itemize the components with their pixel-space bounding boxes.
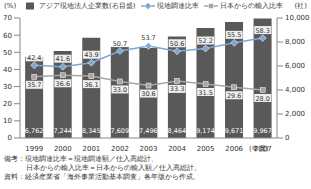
svg-text:42.4: 42.4 [27,54,41,62]
svg-text:2000: 2000 [54,145,72,152]
svg-text:(年度): (年度) [249,145,269,152]
svg-text:70: 70 [8,14,12,22]
svg-text:6,000: 6,000 [285,62,303,70]
svg-text:1999: 1999 [25,145,43,152]
svg-text:2004: 2004 [168,145,186,152]
svg-text:36.6: 36.6 [56,80,70,88]
svg-text:2001: 2001 [82,145,100,152]
svg-text:6,762: 6,762 [25,127,44,135]
svg-text:0: 0 [8,134,12,142]
svg-text:9,671: 9,671 [225,127,244,135]
svg-text:53.7: 53.7 [141,34,155,42]
svg-text:10,000: 10,000 [285,14,303,22]
svg-text:8,000: 8,000 [285,38,303,46]
svg-text:7,496: 7,496 [139,127,158,135]
svg-text:58.3: 58.3 [255,27,269,35]
svg-text:10: 10 [8,117,12,125]
svg-text:0: 0 [285,134,289,142]
html-text:備考：現地調達比率＝現地調達額／仕入高総計、: 備考：現地調達比率＝現地調達額／仕入高総計、 [4,155,158,163]
svg-text:35.7: 35.7 [27,81,41,89]
svg-text:50: 50 [8,49,12,57]
svg-text:2,000: 2,000 [285,110,303,118]
svg-text:7,244: 7,244 [53,127,72,135]
svg-text:43.9: 43.9 [84,51,98,59]
html-text:日本からの輸入比率＝日本からの輸入額／仕入高総計。: 日本からの輸入比率＝日本からの輸入額／仕入高総計。 [26,164,201,172]
html-text:(社): (社) [294,2,307,10]
svg-text:2005: 2005 [197,145,215,152]
svg-text:8,345: 8,345 [82,127,101,135]
svg-text:33.0: 33.0 [113,86,127,94]
svg-text:9,967: 9,967 [253,127,272,135]
svg-text:9,174: 9,174 [196,127,215,135]
svg-text:52.2: 52.2 [198,37,212,45]
svg-text:2006: 2006 [225,145,243,152]
svg-text:36.1: 36.1 [84,81,98,89]
svg-text:50.6: 50.6 [170,40,184,48]
html-text:日本からの輸入比率: 日本からの輸入比率 [219,2,283,10]
svg-text:31.5: 31.5 [198,89,212,97]
svg-text:50.7: 50.7 [113,40,127,48]
svg-text:30: 30 [8,83,12,91]
svg-text:55.5: 55.5 [227,31,241,39]
svg-text:2002: 2002 [111,145,129,152]
svg-text:2003: 2003 [140,145,158,152]
svg-text:7,609: 7,609 [111,127,130,135]
html-text:アジア現地法人企業数(右目盛): アジア現地法人企業数(右目盛) [39,2,136,10]
svg-text:4,000: 4,000 [285,86,303,94]
svg-text:40: 40 [8,66,12,74]
svg-text:41.6: 41.6 [56,55,70,63]
svg-text:60: 60 [8,32,12,40]
svg-text:28.0: 28.0 [255,95,269,103]
svg-text:30.6: 30.6 [141,90,155,98]
html-text:現地調達比率: 現地調達比率 [156,2,199,10]
svg-text:33.3: 33.3 [170,85,184,93]
svg-text:8,464: 8,464 [168,127,187,135]
html-text:資料：経済産業省「海外事業活動基本調査」各年版から作成。: 資料：経済産業省「海外事業活動基本調査」各年版から作成。 [4,173,200,181]
svg-text:20: 20 [8,100,12,108]
svg-text:29.6: 29.6 [227,92,241,100]
